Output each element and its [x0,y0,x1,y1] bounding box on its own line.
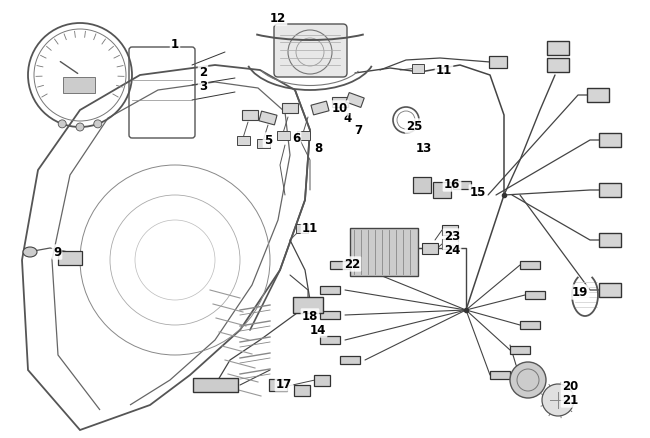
Bar [257,138,270,148]
Bar [259,111,277,125]
Text: 2: 2 [199,66,207,78]
Bar [525,291,545,299]
Bar [237,135,250,145]
Circle shape [58,120,66,128]
Bar [412,64,424,73]
Bar [599,233,621,247]
Circle shape [76,123,84,131]
Bar [293,297,323,313]
Bar [320,311,340,319]
Bar [296,223,308,233]
Text: 20: 20 [562,379,578,392]
Text: 21: 21 [562,393,578,406]
Bar [330,261,350,269]
Circle shape [510,362,546,398]
Bar [433,182,451,198]
Bar [599,133,621,147]
Bar [587,88,609,102]
Text: 11: 11 [436,64,452,77]
Text: 25: 25 [406,120,423,133]
Bar [320,286,340,294]
Bar [442,239,458,249]
Bar [520,321,540,329]
Bar [320,336,340,344]
Text: 17: 17 [276,378,292,391]
Text: 16: 16 [444,177,460,191]
Bar [453,181,471,189]
Text: 19: 19 [572,286,588,299]
Bar [599,183,621,197]
Text: 14: 14 [310,324,326,336]
Bar [311,101,329,115]
Text: 13: 13 [416,141,432,155]
FancyBboxPatch shape [63,77,95,93]
Text: 23: 23 [444,230,460,243]
Circle shape [542,384,574,416]
Text: 22: 22 [344,258,360,271]
Text: 7: 7 [354,124,362,137]
FancyBboxPatch shape [274,24,347,77]
Bar [314,374,330,385]
Bar [489,56,507,68]
Bar [547,58,569,72]
Bar [599,283,621,297]
Text: 12: 12 [270,11,286,25]
Bar [242,110,258,120]
Text: 4: 4 [344,112,352,124]
Bar [332,97,348,107]
Bar [490,371,510,379]
Text: 1: 1 [171,39,179,52]
Ellipse shape [23,247,37,257]
Bar [282,103,298,113]
Text: 9: 9 [53,246,61,258]
Bar [442,225,458,235]
Circle shape [94,120,102,128]
Text: 8: 8 [314,141,322,155]
Bar [346,92,364,107]
Bar [294,385,310,396]
Bar [296,131,309,139]
Bar [510,346,530,354]
Bar [413,177,431,193]
Bar [192,378,237,392]
Bar [350,228,418,276]
Bar [422,243,438,254]
Text: 5: 5 [264,134,272,146]
Text: 18: 18 [302,310,318,322]
Text: 6: 6 [292,131,300,145]
Bar [269,379,287,391]
Bar [58,251,82,265]
Bar [276,131,289,139]
Bar [547,41,569,55]
Text: 3: 3 [199,80,207,92]
Bar [340,356,360,364]
Text: 15: 15 [470,186,486,198]
Text: 11: 11 [302,222,318,234]
Bar [520,261,540,269]
Text: 10: 10 [332,102,348,114]
Text: 24: 24 [444,244,460,257]
